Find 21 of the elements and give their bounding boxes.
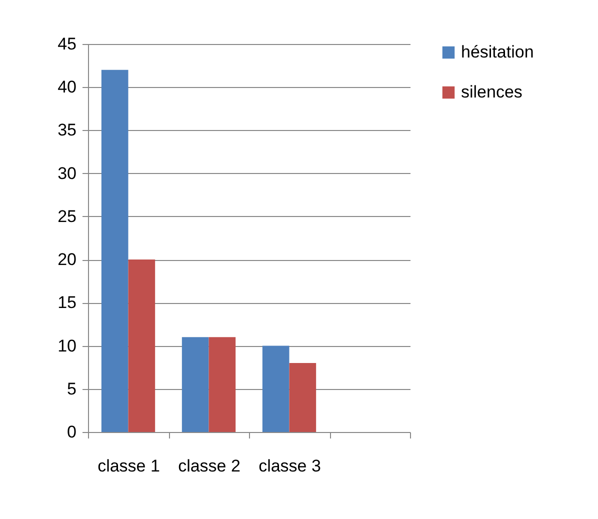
bar <box>101 70 128 432</box>
bar <box>262 346 290 432</box>
x-tick-label: classe 3 <box>258 456 321 476</box>
y-tick-label: 25 <box>58 206 76 226</box>
x-tick-label: classe 1 <box>98 456 160 476</box>
legend-label: silences <box>461 82 522 102</box>
bar <box>289 363 316 432</box>
legend-label: hésitation <box>461 42 534 62</box>
x-tick-label: classe 2 <box>178 456 240 476</box>
y-tick-label: 10 <box>58 336 76 356</box>
y-tick-label: 20 <box>58 250 76 270</box>
y-tick-label: 35 <box>58 120 76 140</box>
bar <box>208 337 236 432</box>
y-tick-label: 0 <box>67 422 76 442</box>
y-tick-label: 15 <box>58 293 76 312</box>
y-tick-label: 45 <box>58 34 76 54</box>
bar <box>128 260 156 432</box>
y-tick-label: 30 <box>58 164 76 183</box>
bar <box>182 337 209 432</box>
y-tick-label: 5 <box>67 379 76 398</box>
y-tick-label: 40 <box>58 78 76 97</box>
